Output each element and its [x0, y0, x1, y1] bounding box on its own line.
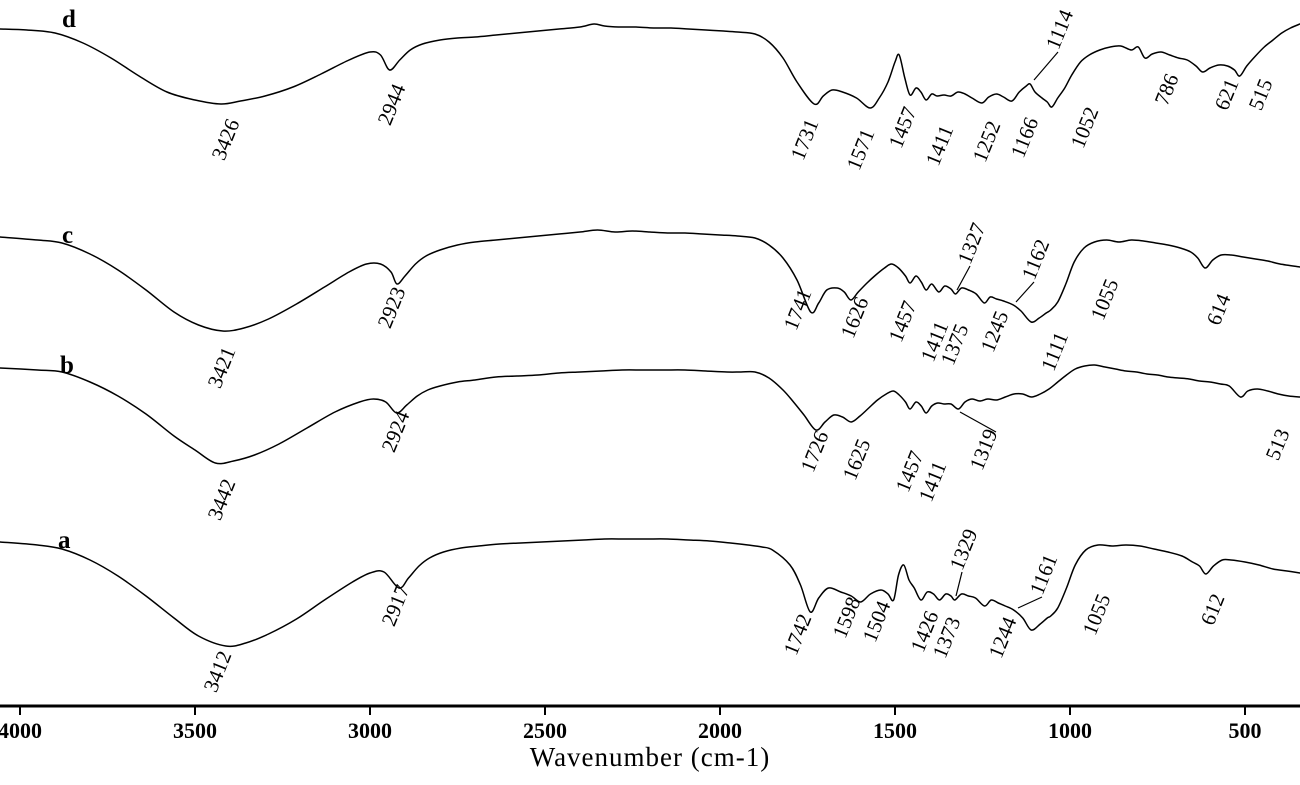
spectrum-a	[0, 538, 1300, 648]
peak-label-c-1055: 1055	[1086, 275, 1124, 323]
peak-label-a-612: 612	[1195, 590, 1229, 628]
peak-leader-line	[959, 411, 997, 433]
peak-label-c-1457: 1457	[884, 297, 922, 345]
spectrum-c	[0, 229, 1300, 332]
peak-label-a-3412: 3412	[199, 647, 237, 695]
peak-label-d-1052: 1052	[1066, 103, 1104, 151]
x-axis-tick-label: 3000	[348, 718, 392, 743]
peak-label-c-614: 614	[1201, 290, 1235, 329]
peak-label-c-3421: 3421	[203, 343, 241, 391]
x-axis-tick-label: 1500	[873, 718, 917, 743]
spectrum-d	[0, 23, 1300, 109]
peak-label-b-1319: 1319	[965, 425, 1003, 473]
peak-label-c-1626: 1626	[836, 293, 874, 341]
x-axis-tick-label: 2500	[523, 718, 567, 743]
series-letter-a: a	[58, 527, 71, 554]
x-axis-tick-label: 3500	[173, 718, 217, 743]
peak-label-b-1625: 1625	[838, 435, 876, 483]
series-letter-d: d	[62, 6, 76, 33]
x-axis-tick-label: 500	[1229, 718, 1262, 743]
peak-label-c-1111: 1111	[1036, 328, 1073, 374]
x-axis-tick-label: 4000	[0, 718, 42, 743]
x-axis-tick-label: 1000	[1048, 718, 1092, 743]
peak-label-a-1244: 1244	[984, 613, 1022, 661]
peak-label-d-515: 515	[1243, 75, 1277, 113]
peak-label-a-1742: 1742	[779, 610, 817, 658]
series-letter-c: c	[62, 222, 73, 249]
peak-leader-line	[1033, 51, 1059, 81]
peak-label-d-3426: 3426	[207, 115, 245, 163]
peak-leader-line	[955, 571, 963, 597]
peak-label-a-2917: 2917	[377, 581, 415, 629]
peak-label-c-1245: 1245	[976, 307, 1014, 355]
peak-label-d-1457: 1457	[884, 103, 922, 151]
peak-label-b-3442: 3442	[203, 475, 241, 523]
series-letter-b: b	[60, 352, 74, 379]
peak-label-c-1327: 1327	[953, 219, 991, 267]
peak-label-d-2944: 2944	[373, 80, 411, 128]
peak-label-a-1055: 1055	[1078, 590, 1116, 638]
peak-label-c-1741: 1741	[779, 285, 817, 333]
peak-leader-line	[1017, 596, 1043, 609]
peak-label-a-1161: 1161	[1025, 551, 1063, 598]
peak-label-b-513: 513	[1260, 425, 1294, 463]
peak-label-c-1162: 1162	[1017, 236, 1055, 283]
peak-label-a-1329: 1329	[945, 525, 983, 573]
peak-label-d-1411: 1411	[921, 122, 959, 169]
spectrum-b	[0, 364, 1300, 465]
peak-leader-line	[1015, 281, 1035, 303]
peak-label-c-2923: 2923	[373, 283, 411, 331]
peak-label-d-1166: 1166	[1006, 114, 1044, 161]
peak-label-d-621: 621	[1209, 75, 1243, 113]
peak-label-d-786: 786	[1149, 70, 1183, 108]
x-axis-title: Wavenumber (cm-1)	[529, 742, 771, 772]
peak-label-b-1726: 1726	[796, 427, 834, 475]
peak-label-d-1571: 1571	[842, 125, 880, 173]
peak-leader-line	[956, 265, 971, 291]
peak-label-b-2924: 2924	[377, 407, 415, 455]
peak-label-d-1252: 1252	[968, 117, 1006, 165]
peak-label-d-1731: 1731	[786, 115, 824, 163]
peak-label-d-1114: 1114	[1041, 6, 1079, 53]
x-axis-tick-label: 2000	[698, 718, 742, 743]
